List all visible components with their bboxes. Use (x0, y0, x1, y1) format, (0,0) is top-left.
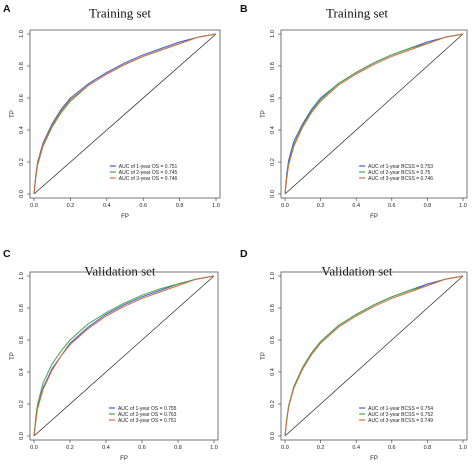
x-axis-label: FP (370, 456, 378, 462)
x-tick-label: 0.0 (281, 203, 289, 209)
reference-diagonal (284, 33, 464, 195)
x-tick-label: 0.4 (352, 203, 360, 209)
y-tick-label: 0.2 (270, 158, 276, 166)
y-tick-label: 1.0 (19, 30, 25, 38)
x-tick-label: 0.8 (174, 445, 182, 451)
legend-entry: AUC of 3-year OS = 0.751 (118, 418, 177, 424)
legend-entry: AUC of 2-year OS = 0.763 (118, 412, 177, 418)
plot-frame (29, 29, 221, 199)
y-tick-label: 0.8 (270, 304, 276, 312)
y-tick-label: 0.2 (19, 158, 25, 166)
y-axis-label: TP (261, 352, 267, 360)
y-tick-label: 0.6 (19, 336, 25, 344)
x-tick-label: 0.2 (317, 445, 325, 451)
x-axis-label: FP (121, 214, 129, 220)
x-tick-label: 0.8 (424, 445, 432, 451)
plot-frame (280, 271, 468, 441)
y-tick-label: 0.0 (19, 190, 25, 198)
y-tick-label: 0.8 (270, 62, 276, 70)
y-tick-label: 0.0 (270, 432, 276, 440)
y-tick-label: 0.0 (19, 432, 25, 440)
x-tick-label: 0.2 (66, 445, 74, 451)
y-tick-label: 0.6 (19, 94, 25, 102)
x-tick-label: 0.8 (424, 203, 432, 209)
x-tick-label: 0.2 (67, 203, 75, 209)
x-tick-label: 0.6 (388, 203, 396, 209)
y-tick-label: 1.0 (19, 272, 25, 280)
x-tick-label: 0.8 (176, 203, 184, 209)
x-tick-label: 0.0 (30, 203, 38, 209)
x-tick-label: 0.6 (138, 445, 146, 451)
y-axis-label: TP (10, 110, 16, 118)
y-tick-label: 1.0 (270, 30, 276, 38)
x-tick-label: 1.0 (210, 445, 218, 451)
legend-entry: AUC of 1-year BCSS = 0.753 (368, 164, 433, 170)
x-tick-label: 0.4 (352, 445, 360, 451)
chart-title: Training set (326, 6, 388, 21)
roc-curve-3 (284, 33, 464, 195)
chart-title: Training set (89, 6, 151, 21)
y-axis-label: TP (261, 110, 267, 118)
x-axis-label: FP (120, 456, 128, 462)
legend-entry: AUC of 1-year OS = 0.751 (119, 164, 178, 170)
x-tick-label: 1.0 (212, 203, 220, 209)
x-tick-label: 0.6 (139, 203, 147, 209)
y-tick-label: 0.8 (19, 304, 25, 312)
plot-frame (29, 271, 219, 441)
x-tick-label: 0.4 (102, 445, 110, 451)
plot-frame (280, 29, 468, 199)
y-tick-label: 0.8 (19, 62, 25, 70)
x-tick-label: 0.2 (317, 203, 325, 209)
y-axis-label: TP (10, 352, 16, 360)
chart-title: Validation set (84, 264, 156, 279)
y-tick-label: 0.0 (270, 190, 276, 198)
panel-label: D (240, 248, 248, 260)
roc-curve-3 (284, 275, 464, 437)
y-tick-label: 1.0 (270, 272, 276, 280)
panel-label: C (3, 248, 11, 260)
legend-entry: AUC of 3-year BCSS = 0.746 (368, 176, 433, 182)
legend-entry: AUC of 2-year BCSS = 0.75 (368, 170, 430, 176)
y-tick-label: 0.6 (270, 94, 276, 102)
y-tick-label: 0.4 (19, 126, 25, 134)
legend-entry: AUC of 3-year OS = 0.746 (119, 176, 178, 182)
x-tick-label: 1.0 (459, 445, 467, 451)
legend-entry: AUC of 1-year OS = 0.755 (118, 406, 177, 412)
x-tick-label: 0.6 (388, 445, 396, 451)
legend-entry: AUC of 2-year BCSS = 0.752 (368, 412, 433, 418)
reference-diagonal (33, 33, 217, 195)
x-tick-label: 0.0 (30, 445, 38, 451)
chart-title: Validation set (321, 264, 393, 279)
x-tick-label: 0.0 (281, 445, 289, 451)
roc-curve-3 (33, 275, 215, 437)
x-axis-label: FP (370, 214, 378, 220)
y-tick-label: 0.4 (19, 368, 25, 376)
roc-curve-3 (33, 33, 217, 195)
y-tick-label: 0.2 (19, 400, 25, 408)
legend-entry: AUC of 3-year BCSS = 0.749 (368, 418, 433, 424)
y-tick-label: 0.2 (270, 400, 276, 408)
x-tick-label: 0.4 (103, 203, 111, 209)
legend-entry: AUC of 2-year OS = 0.745 (119, 170, 178, 176)
y-tick-label: 0.4 (270, 126, 276, 134)
panel-label: A (3, 3, 11, 15)
legend-entry: AUC of 1-year BCSS = 0.754 (368, 406, 433, 412)
panel-label: B (240, 3, 248, 15)
reference-diagonal (33, 275, 215, 437)
reference-diagonal (284, 275, 464, 437)
x-tick-label: 1.0 (459, 203, 467, 209)
roc-curve-2 (33, 275, 215, 437)
y-tick-label: 0.6 (270, 336, 276, 344)
y-tick-label: 0.4 (270, 368, 276, 376)
